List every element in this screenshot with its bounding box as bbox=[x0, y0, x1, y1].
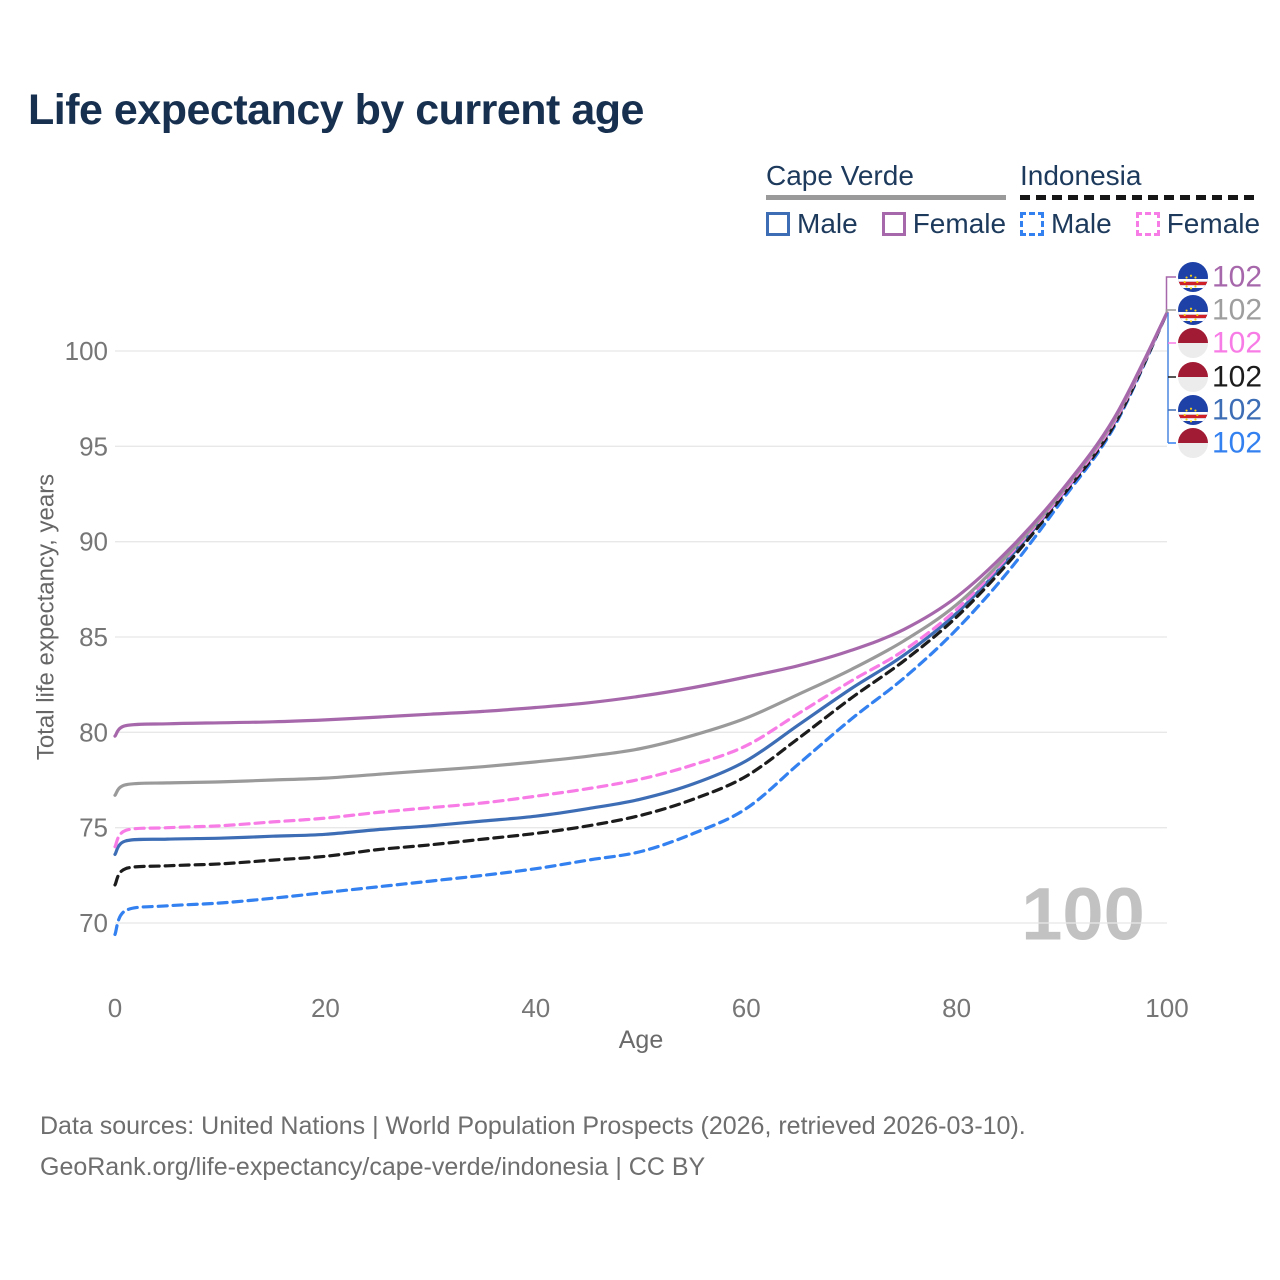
legend-swatch-indonesia-female bbox=[1135, 212, 1160, 236]
leader-line-cape-verde-female bbox=[1165, 276, 1176, 313]
end-value-label-indonesia-female: 102 bbox=[1212, 327, 1262, 360]
legend-group-cape-verde: Cape Verde Male Female bbox=[766, 160, 1007, 240]
legend-swatch-indonesia-male bbox=[1020, 212, 1044, 236]
cape-verde-flag-icon bbox=[1178, 295, 1208, 325]
age-watermark: 100 bbox=[1021, 873, 1144, 956]
cape-verde-flag-icon bbox=[1178, 395, 1208, 425]
series-line-indonesia-female bbox=[113, 311, 1169, 849]
y-tick-70: 70 bbox=[79, 908, 108, 938]
x-tick-100: 100 bbox=[1145, 993, 1188, 1023]
legend-item-indonesia-female[interactable]: Female bbox=[1135, 208, 1261, 240]
legend-item-cape-verde-female[interactable]: Female bbox=[881, 208, 1007, 240]
legend-label-indonesia-male: Male bbox=[1051, 208, 1112, 239]
legend-country-indonesia: Indonesia bbox=[1020, 160, 1142, 191]
legend-label-cape-verde-female: Female bbox=[912, 208, 1007, 239]
legend-item-cape-verde-male[interactable]: Male bbox=[766, 208, 858, 240]
legend-label-indonesia-female: Female bbox=[1166, 208, 1261, 239]
x-tick-20: 20 bbox=[311, 993, 340, 1023]
y-tick-90: 90 bbox=[79, 527, 108, 557]
y-tick-85: 85 bbox=[79, 622, 108, 652]
attribution: Data sources: United Nations | World Pop… bbox=[40, 1106, 1026, 1188]
legend-underline-indonesia bbox=[1020, 195, 1261, 200]
series-line-cape-verde-overall bbox=[113, 311, 1169, 797]
x-tick-0: 0 bbox=[108, 993, 122, 1023]
indonesia-flag-icon bbox=[1178, 362, 1208, 392]
data-sources-line: Data sources: United Nations | World Pop… bbox=[40, 1112, 1026, 1140]
cape-verde-flag-icon bbox=[1178, 262, 1208, 292]
indonesia-flag-icon bbox=[1178, 328, 1208, 358]
x-tick-40: 40 bbox=[521, 993, 550, 1023]
x-tick-80: 80 bbox=[942, 993, 971, 1023]
x-axis-title: Age bbox=[619, 1026, 663, 1054]
series-line-indonesia-male bbox=[113, 311, 1169, 936]
series-line-indonesia-overall bbox=[113, 311, 1169, 887]
series-line-cape-verde-male bbox=[113, 311, 1169, 856]
end-value-label-cape-verde-male: 102 bbox=[1212, 394, 1262, 427]
source-url-line: GeoRank.org/life-expectancy/cape-verde/i… bbox=[40, 1153, 706, 1181]
end-value-label-cape-verde-overall: 102 bbox=[1212, 294, 1262, 327]
legend-country-cape-verde: Cape Verde bbox=[766, 160, 914, 191]
y-tick-75: 75 bbox=[79, 813, 108, 843]
x-tick-60: 60 bbox=[732, 993, 761, 1023]
series-line-cape-verde-female bbox=[113, 311, 1169, 738]
legend-label-cape-verde-male: Male bbox=[797, 208, 858, 239]
page-title: Life expectancy by current age bbox=[28, 86, 644, 134]
leader-line-cape-verde-overall bbox=[1165, 309, 1176, 313]
legend-swatch-cape-verde-male bbox=[766, 212, 790, 236]
legend-swatch-cape-verde-female bbox=[881, 212, 906, 236]
y-tick-95: 95 bbox=[79, 431, 108, 461]
end-value-label-indonesia-overall: 102 bbox=[1212, 361, 1262, 394]
indonesia-flag-icon bbox=[1178, 428, 1208, 458]
y-tick-80: 80 bbox=[79, 717, 108, 747]
legend-underline-cape-verde bbox=[766, 195, 1007, 200]
legend-item-indonesia-male[interactable]: Male bbox=[1020, 208, 1112, 240]
y-axis-title: Total life expectancy, years bbox=[33, 474, 60, 760]
legend-group-indonesia: Indonesia Male Female bbox=[1020, 160, 1261, 240]
y-tick-100: 100 bbox=[65, 336, 108, 366]
end-value-label-indonesia-male: 102 bbox=[1212, 427, 1262, 460]
end-value-label-cape-verde-female: 102 bbox=[1212, 261, 1262, 294]
